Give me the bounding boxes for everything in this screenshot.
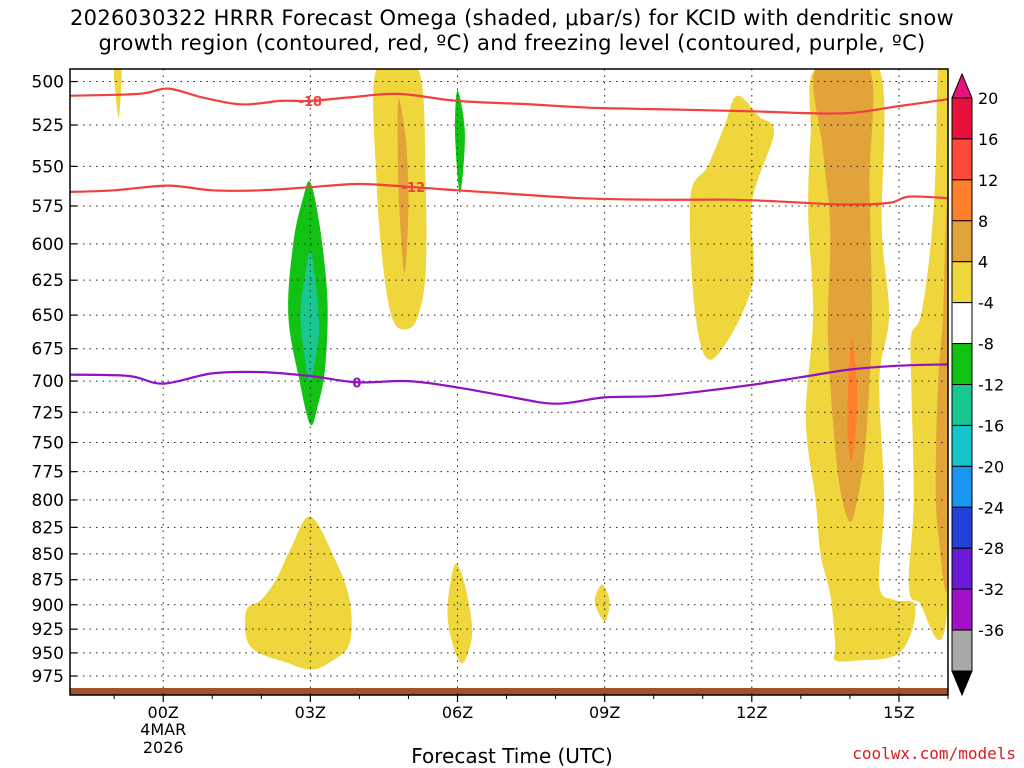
y-tick-label-875: 875 [32, 571, 64, 591]
colorbar-swatch-9 [951, 465, 973, 508]
y-tick-label-525: 525 [32, 116, 64, 136]
omega-fill-layer [113, 69, 948, 670]
omega-region-9 [689, 95, 775, 360]
y-tick-label-725: 725 [32, 403, 64, 423]
contour-label--12: -12 [402, 181, 426, 196]
terrain-layer [70, 688, 948, 695]
omega-region-8 [594, 584, 610, 622]
colorbar-bottom-arrow [951, 670, 973, 697]
colorbar-label-4: 4 [978, 253, 988, 272]
colorbar-label--36: -36 [978, 621, 1004, 640]
y-tick-label-800: 800 [32, 491, 64, 511]
y-tick-label-925: 925 [32, 620, 64, 640]
y-axis: 500 525 550 575 600 625 650 675 700 725 750 775 800 8… [32, 73, 77, 687]
y-tick-label-500: 500 [32, 73, 64, 93]
colorbar-label-12: 12 [978, 171, 998, 190]
colorbar-swatch-5 [951, 302, 973, 345]
omega-region-7 [447, 563, 473, 664]
colorbar-label-16: 16 [978, 130, 998, 149]
colorbar-label--8: -8 [978, 335, 994, 354]
colorbar-swatch-3 [951, 220, 973, 263]
colorbar-label--20: -20 [978, 457, 1004, 476]
credit-text: coolwx.com/models [852, 744, 1016, 763]
y-tick-label-975: 975 [32, 667, 64, 687]
colorbar-swatch-11 [951, 547, 973, 590]
x-axis-label: Forecast Time (UTC) [411, 744, 613, 768]
y-tick-label-600: 600 [32, 235, 64, 255]
colorbar-swatch-7 [951, 384, 973, 426]
plot-background [70, 69, 948, 695]
x-tick-label-15Z: 15Z [883, 703, 914, 722]
contour-layer: -18 -12 0 [70, 87, 948, 405]
colorbar-label-20: 20 [978, 89, 998, 108]
colorbar-swatch-6 [951, 343, 973, 386]
y-tick-label-750: 750 [32, 433, 64, 453]
y-tick-label-900: 900 [32, 596, 64, 616]
colorbar-swatch-2 [951, 179, 973, 222]
y-tick-label-950: 950 [32, 644, 64, 664]
y-tick-label-850: 850 [32, 545, 64, 565]
omega-region-6 [244, 516, 352, 670]
colorbar-swatch-0 [951, 97, 973, 140]
colorbar-label-8: 8 [978, 212, 988, 231]
y-tick-label-550: 550 [32, 157, 64, 177]
colorbar-swatch-13 [951, 629, 973, 672]
gridlines [70, 69, 948, 695]
colorbar-label--32: -32 [978, 580, 1004, 599]
colorbar-top-arrow [951, 72, 973, 99]
y-tick-label-775: 775 [32, 463, 64, 483]
contour-label--18: -18 [299, 95, 323, 110]
colorbar-label--24: -24 [978, 498, 1004, 517]
x-tick-label-06Z: 06Z [442, 703, 473, 722]
colorbar-label--12: -12 [978, 376, 1004, 395]
y-tick-label-675: 675 [32, 340, 64, 360]
chart-title-line1: 2026030322 HRRR Forecast Omega (shaded, … [70, 6, 954, 30]
x-tick-label-03Z: 03Z [295, 703, 326, 722]
x-tick-label-09Z: 09Z [589, 703, 620, 722]
y-tick-label-700: 700 [32, 372, 64, 392]
plot-frame [69, 68, 949, 696]
y-tick-label-650: 650 [32, 306, 64, 326]
colorbar-swatch-4 [951, 261, 973, 304]
x-tick-year: 2026 [143, 738, 184, 757]
colorbar-swatch-12 [951, 588, 973, 631]
colorbar-swatch-10 [951, 506, 973, 549]
y-tick-label-625: 625 [32, 271, 64, 291]
y-tick-label-825: 825 [32, 518, 64, 538]
colorbar-label--4: -4 [978, 294, 994, 313]
colorbar-label--28: -28 [978, 539, 1004, 558]
omega-region-14 [935, 199, 948, 592]
colorbar-label--16: -16 [978, 416, 1004, 435]
y-tick-label-575: 575 [32, 197, 64, 217]
contour-label-0: 0 [352, 376, 361, 391]
contour-line--18 [70, 87, 948, 115]
x-tick-label-12Z: 12Z [736, 703, 767, 722]
terrain-strip [70, 688, 948, 695]
contour-line-0 [70, 363, 948, 405]
contour-line--12 [70, 182, 948, 206]
x-tick-date: 4MAR [140, 720, 186, 739]
x-tick-label-00Z: 00Z [148, 703, 179, 722]
colorbar-swatch-1 [951, 138, 973, 181]
chart-title-line2: growth region (contoured, red, ºC) and f… [98, 31, 926, 55]
omega-region-11 [813, 69, 874, 522]
colorbar: 20 16 12 8 4 -4 -8 -12 -16 -20 -24 -28 -32 -36 [951, 72, 1004, 697]
colorbar-swatch-8 [951, 424, 973, 467]
